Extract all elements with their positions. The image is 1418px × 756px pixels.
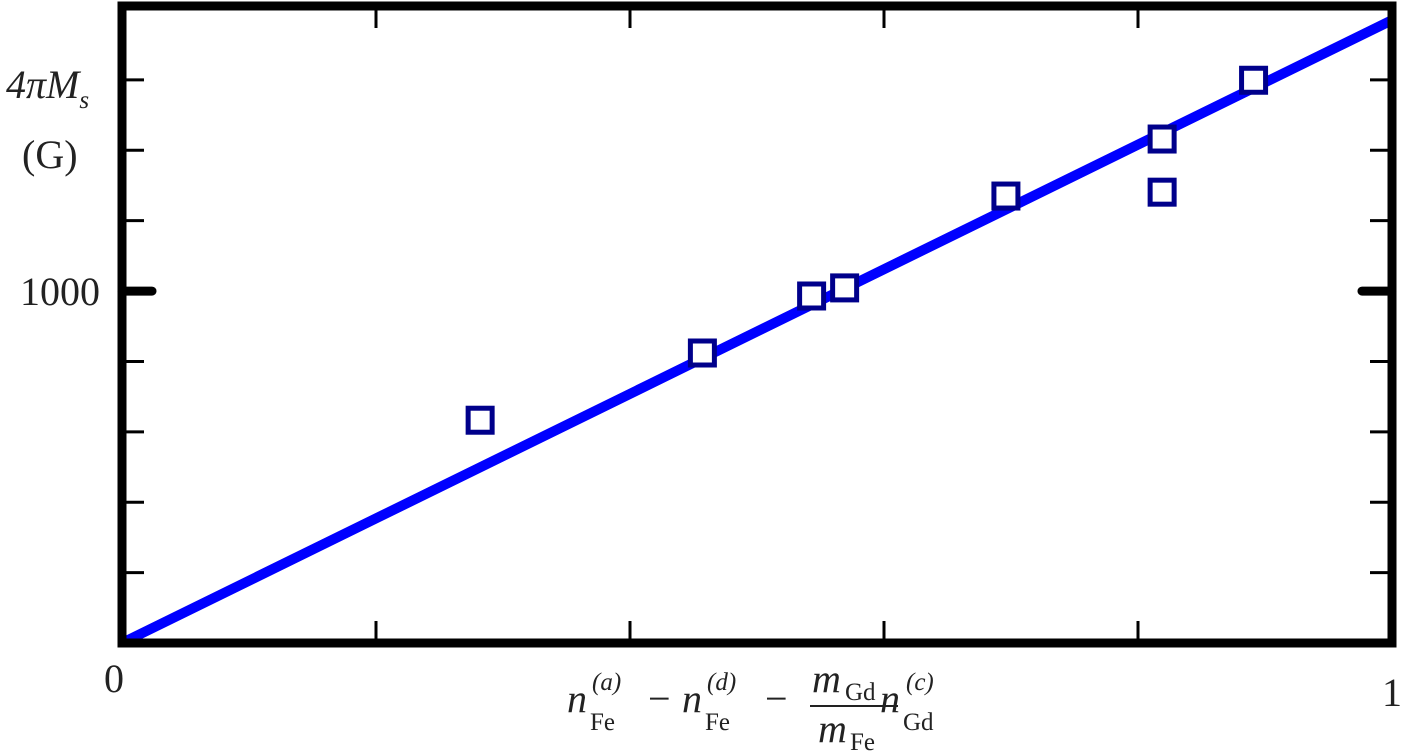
- marker: [830, 273, 860, 303]
- x-label-part: Gd: [903, 709, 934, 736]
- x-label-part: m: [818, 706, 847, 751]
- x-label-part: Fe: [850, 729, 875, 756]
- y-label-base: 4πM: [6, 62, 82, 107]
- y-tick-label: 1000: [20, 269, 100, 314]
- x-label-part: n: [682, 676, 702, 721]
- x-label-part: m: [812, 656, 841, 701]
- x-tick-label: 1: [1382, 670, 1402, 715]
- marker: [1147, 177, 1177, 207]
- x-label-part: (a): [592, 669, 621, 696]
- x-label-part: n: [880, 676, 900, 721]
- y-label-sub: s: [79, 87, 89, 114]
- x-tick-label: 0: [104, 656, 124, 701]
- plot-frame: [117, 1, 1397, 648]
- x-label-part: Fe: [590, 709, 615, 736]
- y-label: 4πMs: [6, 62, 89, 114]
- marker: [1239, 65, 1269, 95]
- x-label-part: −: [765, 676, 788, 721]
- x-label-part: −: [648, 676, 671, 721]
- x-label-part: Fe: [705, 709, 730, 736]
- marker: [797, 281, 827, 311]
- marker: [465, 405, 495, 435]
- x-label-part: (c): [906, 669, 934, 696]
- y-label-unit: (G): [22, 132, 78, 177]
- x-label-part: Gd: [845, 679, 876, 706]
- fit-line: [119, 15, 1395, 648]
- marker: [1147, 124, 1177, 154]
- x-label-part: (d): [707, 669, 736, 696]
- marker: [687, 338, 717, 368]
- x-label-part: n: [567, 676, 587, 721]
- marker: [991, 181, 1021, 211]
